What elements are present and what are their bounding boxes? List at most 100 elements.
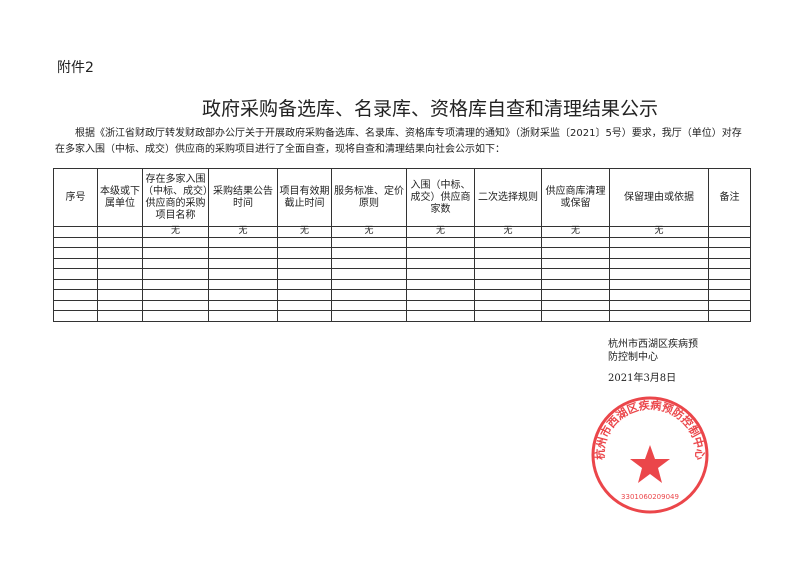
table-cell bbox=[277, 247, 332, 259]
attachment-label: 附件2 bbox=[57, 60, 94, 76]
table-cell bbox=[541, 247, 610, 259]
table-cell bbox=[53, 268, 98, 280]
table-cell bbox=[406, 299, 475, 311]
table-row bbox=[53, 257, 751, 269]
table-cell bbox=[406, 310, 475, 322]
table-cell bbox=[142, 257, 209, 269]
table-cell bbox=[277, 278, 332, 290]
table-cell bbox=[541, 236, 610, 248]
table-cell bbox=[277, 289, 332, 301]
table-row bbox=[53, 310, 751, 322]
table-cell bbox=[277, 310, 332, 322]
document-title: 政府采购备选库、名录库、资格库自查和清理结果公示 bbox=[201, 98, 658, 120]
table-cell bbox=[142, 289, 209, 301]
table-cell bbox=[142, 310, 209, 322]
table-cell bbox=[406, 247, 475, 259]
table-cell bbox=[609, 247, 709, 259]
column-header: 二次选择规则 bbox=[474, 168, 542, 227]
table-cell bbox=[53, 247, 98, 259]
table-cell: 无 bbox=[277, 226, 332, 238]
table-cell bbox=[53, 278, 98, 290]
seal-number: 3301060209049 bbox=[621, 493, 679, 501]
table-cell bbox=[331, 247, 407, 259]
table-cell bbox=[708, 226, 751, 238]
table-cell: 无 bbox=[474, 226, 542, 238]
table-cell bbox=[97, 226, 143, 238]
table-cell bbox=[142, 236, 209, 248]
table-cell: 无 bbox=[331, 226, 407, 238]
table-cell bbox=[708, 236, 751, 248]
table-cell bbox=[97, 278, 143, 290]
column-header: 供应商库清理或保留 bbox=[541, 168, 610, 227]
signature-org: 杭州市西湖区疾病预 防控制中心 bbox=[608, 339, 698, 363]
table-cell bbox=[406, 289, 475, 301]
table-cell bbox=[53, 299, 98, 311]
table-cell bbox=[708, 289, 751, 301]
table-cell bbox=[708, 278, 751, 290]
table-cell bbox=[208, 289, 278, 301]
table-cell bbox=[474, 236, 542, 248]
table-cell bbox=[97, 310, 143, 322]
column-header: 序号 bbox=[53, 168, 98, 227]
table-cell bbox=[474, 299, 542, 311]
table-cell bbox=[541, 278, 610, 290]
table-cell bbox=[474, 247, 542, 259]
table-cell bbox=[208, 247, 278, 259]
table-cell bbox=[541, 268, 610, 280]
table-cell bbox=[331, 289, 407, 301]
table-row bbox=[53, 278, 751, 290]
table-cell bbox=[97, 247, 143, 259]
table-cell bbox=[708, 310, 751, 322]
table-cell bbox=[142, 247, 209, 259]
table-cell bbox=[208, 299, 278, 311]
table-cell bbox=[142, 278, 209, 290]
table-cell bbox=[609, 257, 709, 269]
table-row bbox=[53, 247, 751, 259]
table-cell bbox=[97, 289, 143, 301]
official-seal: 杭州市西湖区疾病预防控制中心 3301060209049 bbox=[591, 396, 709, 514]
table-cell bbox=[541, 310, 610, 322]
table-cell: 无 bbox=[208, 226, 278, 238]
table-cell bbox=[53, 310, 98, 322]
table-cell bbox=[208, 268, 278, 280]
table-cell bbox=[277, 299, 332, 311]
table-cell bbox=[609, 299, 709, 311]
column-header: 服务标准、定价原则 bbox=[331, 168, 407, 227]
table-row bbox=[53, 236, 751, 248]
table-cell bbox=[474, 268, 542, 280]
column-header: 本级或下属单位 bbox=[97, 168, 143, 227]
table-cell bbox=[208, 278, 278, 290]
table-cell bbox=[208, 310, 278, 322]
column-header: 项目有效期截止时间 bbox=[277, 168, 332, 227]
table-cell bbox=[406, 257, 475, 269]
table-row: 无无无无无无无无 bbox=[53, 226, 751, 238]
table-cell bbox=[609, 268, 709, 280]
table-cell bbox=[142, 299, 209, 311]
table-cell bbox=[331, 257, 407, 269]
table-cell bbox=[406, 236, 475, 248]
table-cell bbox=[609, 310, 709, 322]
table-cell bbox=[474, 289, 542, 301]
table-cell bbox=[708, 268, 751, 280]
column-header: 入围（中标、成交）供应商家数 bbox=[406, 168, 475, 227]
table-cell bbox=[97, 268, 143, 280]
table-cell bbox=[142, 268, 209, 280]
table-cell bbox=[97, 299, 143, 311]
column-header: 存在多家入围（中标、成交）供应商的采购项目名称 bbox=[142, 168, 209, 227]
table-cell bbox=[53, 226, 98, 238]
table-cell bbox=[541, 289, 610, 301]
table-cell bbox=[331, 299, 407, 311]
table-cell: 无 bbox=[142, 226, 209, 238]
table-cell bbox=[474, 310, 542, 322]
table-cell bbox=[708, 247, 751, 259]
table-cell bbox=[474, 257, 542, 269]
table-cell bbox=[277, 236, 332, 248]
table-cell bbox=[208, 257, 278, 269]
star-icon bbox=[630, 445, 670, 483]
results-table: 序号 本级或下属单位 存在多家入围（中标、成交）供应商的采购项目名称 采购结果公告时间… bbox=[53, 168, 751, 322]
column-header: 备注 bbox=[708, 168, 751, 227]
column-header: 采购结果公告时间 bbox=[208, 168, 278, 227]
table-cell bbox=[331, 236, 407, 248]
table-cell bbox=[406, 268, 475, 280]
